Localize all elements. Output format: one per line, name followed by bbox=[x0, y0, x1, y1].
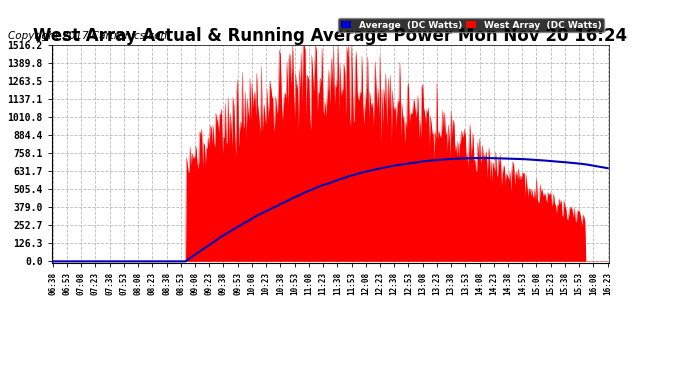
Text: Copyright 2017 Cartronics.com: Copyright 2017 Cartronics.com bbox=[8, 32, 171, 41]
Legend: Average  (DC Watts), West Array  (DC Watts): Average (DC Watts), West Array (DC Watts… bbox=[338, 18, 604, 32]
Title: West Array Actual & Running Average Power Mon Nov 20 16:24: West Array Actual & Running Average Powe… bbox=[33, 27, 627, 45]
